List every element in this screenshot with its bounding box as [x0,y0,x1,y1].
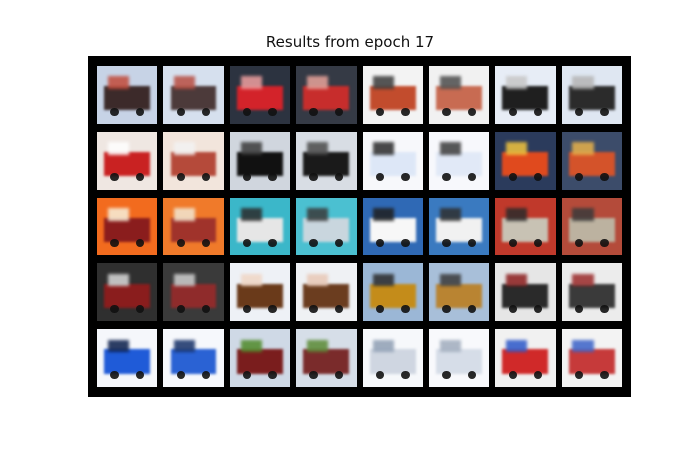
figure-title: Results from epoch 17 [265,33,435,51]
truck-row3-col3 [229,197,291,256]
truck-row3-col2 [163,197,224,256]
truck-row1-col8 [561,66,622,124]
truck-row2-col2 [163,131,224,190]
truck-row5-col6 [428,329,490,387]
truck-row1-col4 [296,66,357,124]
truck-row1-col7 [495,66,556,124]
truck-row2-col5 [362,131,423,190]
truck-row3-col7 [495,197,556,256]
truck-row4-col4 [296,263,357,322]
truck-row4-col7 [495,263,556,322]
truck-row2-col6 [428,131,490,190]
truck-row3-col5 [362,197,423,256]
truck-row2-col7 [495,131,556,190]
truck-row5-col1 [97,329,158,387]
truck-row3-col6 [428,197,490,256]
truck-row4-col1 [97,263,158,322]
truck-row2-col8 [561,131,622,190]
truck-row4-col3 [229,263,291,322]
truck-row4-col6 [428,263,490,322]
image-grid [88,56,631,397]
truck-row1-col5 [362,66,423,124]
truck-row1-col6 [428,66,490,124]
truck-row1-col1 [97,66,158,124]
truck-row3-col4 [296,197,357,256]
truck-row2-col4 [296,131,357,190]
truck-row4-col8 [561,263,622,322]
truck-row3-col8 [561,197,622,256]
truck-row5-col7 [495,329,556,387]
truck-row1-col3 [229,66,291,124]
truck-row5-col2 [163,329,224,387]
truck-row4-col2 [163,263,224,322]
truck-row5-col5 [362,329,423,387]
truck-row2-col3 [229,131,291,190]
truck-row5-col4 [296,329,357,387]
truck-row2-col1 [97,131,158,190]
truck-row1-col2 [163,66,224,124]
truck-row4-col5 [362,263,423,322]
truck-row3-col1 [97,197,158,256]
truck-row5-col3 [229,329,291,387]
truck-row5-col8 [561,329,622,387]
